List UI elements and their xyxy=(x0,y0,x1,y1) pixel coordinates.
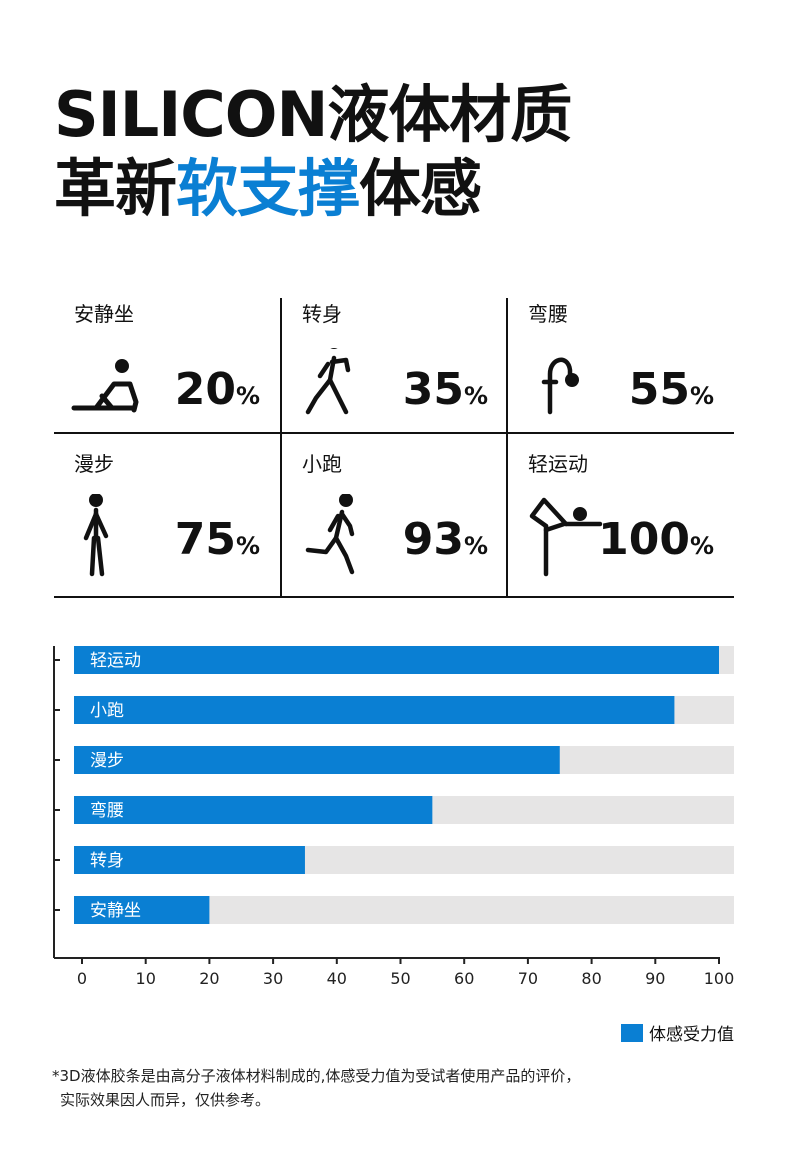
bar-label: 小跑 xyxy=(90,701,124,721)
activity-value: 55% xyxy=(629,366,714,420)
x-tick-label: 0 xyxy=(77,969,87,988)
bar xyxy=(74,696,675,724)
value-number: 100 xyxy=(598,514,690,565)
title-prefix: 革新 xyxy=(54,152,177,225)
title-suffix: 体感 xyxy=(359,152,482,225)
x-tick-label: 70 xyxy=(518,969,538,988)
bar-label: 安静坐 xyxy=(90,901,141,921)
x-tick-label: 80 xyxy=(581,969,601,988)
activity-card-walking: 漫步 75% xyxy=(54,448,280,598)
title-accent: 软支撑 xyxy=(176,152,360,225)
x-tick-label: 60 xyxy=(454,969,474,988)
bar-label: 转身 xyxy=(90,851,124,871)
title-line-2: 革新软支撑体感 xyxy=(54,152,571,226)
value-unit: % xyxy=(689,382,714,410)
value-unit: % xyxy=(235,532,260,560)
bar xyxy=(74,746,560,774)
activity-card-light-exercise: 轻运动 100% xyxy=(508,448,734,598)
x-tick-label: 30 xyxy=(263,969,283,988)
x-tick-label: 20 xyxy=(199,969,219,988)
activity-card-sitting: 安静坐 20% xyxy=(54,298,280,448)
bar-label: 漫步 xyxy=(90,751,124,771)
bar xyxy=(74,846,305,874)
grid-divider-horizontal xyxy=(54,432,734,434)
value-unit: % xyxy=(235,382,260,410)
bending-person-icon xyxy=(524,348,584,424)
value-unit: % xyxy=(463,382,488,410)
value-number: 20 xyxy=(174,364,236,415)
bar-label: 轻运动 xyxy=(90,651,141,671)
activity-label: 小跑 xyxy=(302,452,342,476)
grid-divider-vertical xyxy=(280,298,282,596)
x-tick-label: 40 xyxy=(327,969,347,988)
grid-divider-vertical xyxy=(506,298,508,596)
value-number: 35 xyxy=(402,364,464,415)
walking-person-icon xyxy=(70,493,130,582)
bar xyxy=(74,896,210,924)
x-tick-label: 50 xyxy=(390,969,410,988)
activity-label: 漫步 xyxy=(74,452,114,476)
light-exercise-person-icon xyxy=(524,494,606,582)
turning-person-icon xyxy=(298,335,368,424)
activity-value: 93% xyxy=(403,516,488,570)
footnote: *3D液体胶条是由高分子液体材料制成的,体感受力值为受试者使用产品的评价， 实际… xyxy=(52,1064,580,1112)
value-number: 75 xyxy=(174,514,236,565)
running-person-icon xyxy=(298,493,364,582)
legend-label: 体感受力值 xyxy=(649,1025,734,1045)
value-number: 93 xyxy=(402,514,464,565)
value-number: 55 xyxy=(628,364,690,415)
bar xyxy=(74,646,719,674)
activity-value: 75% xyxy=(175,516,260,570)
page-title: SILICON液体材质 革新软支撑体感 xyxy=(54,78,572,226)
activity-card-running: 小跑 93% xyxy=(282,448,508,598)
activity-value: 35% xyxy=(403,366,488,420)
chart-legend: 体感受力值 xyxy=(621,1020,734,1045)
bar xyxy=(74,796,433,824)
activity-label: 安静坐 xyxy=(74,302,134,326)
title-line-1: SILICON液体材质 xyxy=(54,78,572,151)
legend-swatch xyxy=(621,1023,643,1042)
footnote-line-1: *3D液体胶条是由高分子液体材料制成的,体感受力值为受试者使用产品的评价， xyxy=(52,1067,581,1085)
activity-label: 弯腰 xyxy=(528,302,568,326)
x-tick-label: 90 xyxy=(645,969,665,988)
value-unit: % xyxy=(689,532,714,560)
x-tick-label: 100 xyxy=(704,969,735,988)
activity-label: 转身 xyxy=(302,302,342,326)
sitting-person-icon xyxy=(70,348,146,422)
activity-card-bending: 弯腰 55% xyxy=(508,298,734,448)
activity-label: 轻运动 xyxy=(528,452,588,476)
x-tick-label: 10 xyxy=(136,969,156,988)
activity-value: 100% xyxy=(598,516,714,570)
bar-label: 弯腰 xyxy=(90,801,124,821)
activity-value: 20% xyxy=(175,366,260,420)
value-unit: % xyxy=(463,532,488,560)
activity-grid: 安静坐 20% 转身 35% 弯腰 xyxy=(54,298,734,598)
footnote-line-2: 实际效果因人而异，仅供参考。 xyxy=(60,1091,271,1109)
activity-card-turning: 转身 35% xyxy=(282,298,508,448)
